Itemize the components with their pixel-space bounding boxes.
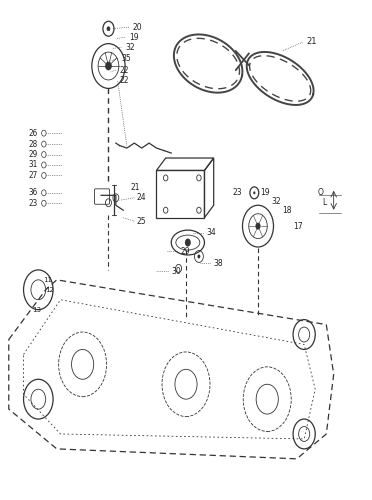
Text: 23: 23 [232,188,242,198]
Text: O: O [318,188,324,198]
Text: 29: 29 [28,150,38,159]
Circle shape [198,254,201,258]
Text: 32: 32 [125,42,135,51]
Circle shape [253,192,256,194]
Text: 27: 27 [28,171,38,180]
Text: 22: 22 [119,76,129,86]
Text: 20: 20 [132,22,142,32]
Text: 18: 18 [282,206,292,214]
Text: 32: 32 [271,197,280,206]
Circle shape [106,62,112,70]
Text: 29: 29 [180,247,190,256]
Text: L: L [322,198,327,207]
Circle shape [185,238,191,246]
Text: 31: 31 [28,160,38,170]
Text: 21: 21 [306,36,317,46]
Text: 11: 11 [43,277,52,283]
Text: 12: 12 [45,287,54,293]
Text: 24: 24 [136,194,146,202]
Text: 25: 25 [136,216,146,226]
Circle shape [256,222,260,230]
Text: 34: 34 [206,228,216,237]
Text: 13: 13 [32,306,41,312]
Text: 19: 19 [260,188,269,198]
Text: 36: 36 [28,188,38,198]
Circle shape [107,26,110,30]
Text: 22: 22 [119,66,129,74]
Text: 19: 19 [129,32,138,42]
Text: 26: 26 [28,128,38,138]
Text: 21: 21 [131,183,140,192]
Text: 28: 28 [28,140,38,148]
Text: 38: 38 [214,259,223,268]
Text: 30: 30 [171,267,181,276]
Text: 23: 23 [28,199,38,208]
Text: 35: 35 [121,54,131,63]
Text: 17: 17 [293,222,303,230]
